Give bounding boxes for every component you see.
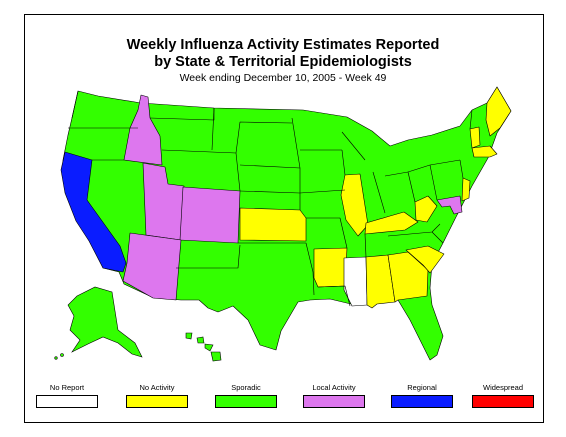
- legend-swatch-regional: [391, 395, 453, 408]
- state-vermont: [469, 126, 481, 149]
- state-arkansas: [313, 247, 348, 288]
- legend-label-no-report: No Report: [49, 383, 85, 392]
- legend-label-widespread: Widespread: [482, 383, 524, 392]
- state-kansas: [239, 207, 307, 242]
- map-title-line-1: Weekly Influenza Activity Estimates Repo…: [126, 37, 440, 53]
- state-mississippi: [343, 256, 368, 307]
- state-south-carolina: [405, 245, 445, 274]
- state-new-jersey: [461, 177, 471, 202]
- legend-swatch-no-activity: [126, 395, 188, 408]
- legend-label-local: Local Activity: [312, 383, 356, 392]
- state-illinois: [340, 173, 369, 237]
- legend-label-no-activity: No Activity: [139, 383, 175, 392]
- map-title-line-2: by State & Territorial Epidemiologists: [154, 54, 412, 70]
- state-massachusetts: [471, 145, 498, 158]
- legend-swatch-sporadic: [215, 395, 277, 408]
- state-maine: [485, 86, 512, 137]
- state-maryland: [436, 195, 463, 215]
- state-hawaii: [185, 332, 222, 362]
- state-california: [60, 151, 127, 273]
- legend-label-regional: Regional: [407, 383, 437, 392]
- state-colorado: [179, 186, 241, 244]
- state-alaska: [54, 286, 143, 360]
- state-arizona: [122, 232, 182, 301]
- state-west-virginia: [414, 195, 438, 223]
- legend-swatch-no-report: [36, 395, 98, 408]
- legend-swatch-local: [303, 395, 365, 408]
- legend-swatch-widespread: [472, 395, 534, 408]
- map-subtitle: Week ending December 10, 2005 - Week 49: [179, 72, 387, 84]
- legend-label-sporadic: Sporadic: [231, 383, 261, 392]
- state-idaho: [123, 94, 163, 166]
